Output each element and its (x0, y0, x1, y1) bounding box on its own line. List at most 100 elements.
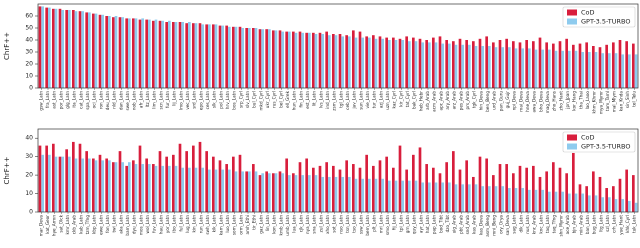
bar (565, 173, 568, 212)
x-tick-label: mal_Mlym (612, 91, 617, 112)
x-tick-label: wol_Latn (145, 215, 150, 234)
x-tick-label: nus_Latn (525, 215, 530, 234)
bar (618, 178, 622, 212)
bar (521, 188, 524, 212)
bar (148, 19, 151, 89)
bar (518, 165, 522, 212)
bar (272, 30, 275, 88)
x-tick-label: acm_Arab (432, 91, 437, 112)
bar (441, 43, 444, 88)
legend-swatch (567, 134, 577, 141)
bar (614, 53, 618, 88)
bar (488, 186, 491, 212)
bar (434, 42, 438, 88)
x-tick-label: hne_Deva (525, 91, 530, 112)
x-tick-label: orm_Latn (238, 215, 243, 235)
bar (61, 10, 64, 88)
bar (114, 16, 118, 88)
x-tick-label: srd_Latn (192, 91, 197, 109)
x-tick-label: lvs_Latn (318, 91, 323, 108)
x-tick-label: snd_Arab (465, 215, 470, 235)
x-tick-label: fij_Latn (392, 215, 397, 230)
bar (492, 42, 495, 88)
x-tick-label: zho_Hant (558, 91, 563, 111)
bar (414, 180, 418, 212)
x-tick-label: fuv_Latn (152, 215, 157, 233)
x-tick-label: bak_Cyrl (412, 91, 417, 109)
x-tick-label: grn_Latn (405, 215, 410, 234)
bar (132, 160, 135, 212)
x-tick-label: ces_Latn (205, 91, 210, 110)
x-tick-label: uig_Arab (452, 215, 457, 234)
x-tick-label: swh_Latn (205, 215, 210, 235)
x-tick-label: shn_Mymr (558, 215, 563, 237)
bar (612, 186, 615, 212)
bar (201, 167, 204, 212)
bar (208, 24, 211, 88)
bar (358, 167, 362, 212)
bar (168, 20, 171, 88)
bar (154, 19, 158, 89)
bar (501, 186, 504, 212)
bar (392, 167, 395, 212)
x-tick-label: fon_Latn (105, 215, 110, 233)
x-tick-label: som_Latn (232, 215, 237, 235)
x-tick-label: khk_Cyrl (625, 215, 630, 233)
x-tick-label: ast_Latn (52, 91, 57, 109)
bar (468, 184, 471, 212)
legend-label: GPT-3.5-TURBO (581, 143, 630, 151)
bar (552, 162, 555, 212)
bar (325, 162, 328, 212)
bar (325, 31, 328, 89)
legend-swatch (567, 143, 577, 150)
bar (174, 165, 178, 212)
bar (265, 29, 268, 88)
bar (332, 165, 335, 212)
x-tick-label: mar_Deva (38, 215, 43, 237)
x-tick-label: zsm_Latn (332, 91, 337, 111)
x-tick-label: san_Deva (505, 215, 510, 236)
bar (58, 156, 62, 212)
legend-box (562, 6, 636, 28)
bar (581, 193, 584, 212)
x-tick-label: sna_Latn (312, 215, 317, 234)
x-tick-label: rus_Cyrl (272, 91, 277, 108)
x-tick-label: hye_Armn (52, 215, 57, 236)
x-tick-label: ron_Latn (98, 91, 103, 109)
x-tick-label: taq_Latn (545, 215, 550, 234)
bar (581, 52, 584, 88)
bar (238, 26, 242, 88)
bar (418, 38, 422, 88)
bar (165, 22, 168, 88)
x-tick-label: ary_Arab (445, 91, 450, 110)
x-tick-label: ace_Arab (565, 215, 570, 235)
bar (425, 164, 428, 212)
bar (352, 164, 355, 212)
x-tick-label: bul_Cyrl (252, 91, 257, 108)
bar (278, 30, 282, 88)
x-tick-label: bjn_Arab (572, 215, 577, 234)
bar (578, 184, 582, 212)
bar (268, 29, 271, 88)
bar (574, 50, 578, 88)
bar (94, 160, 98, 212)
bar (261, 29, 264, 88)
x-tick-label: ceb_Latn (345, 91, 350, 110)
bar (534, 189, 538, 212)
bar (434, 182, 438, 212)
bar (218, 160, 222, 212)
bar (432, 167, 435, 212)
x-tick-label: ory_Orya (498, 215, 503, 234)
bar (381, 38, 384, 88)
bar (121, 162, 124, 212)
bar (178, 22, 182, 88)
x-tick-label: deu_Latn (105, 91, 110, 111)
x-tick-label: epo_Latn (198, 91, 203, 110)
bar (618, 40, 622, 88)
bar (421, 42, 424, 88)
bar (305, 32, 308, 88)
x-tick-label: dan_Latn (118, 91, 123, 111)
bar (358, 31, 362, 89)
x-tick-label: sun_Latn (358, 91, 363, 110)
bar (45, 7, 48, 89)
